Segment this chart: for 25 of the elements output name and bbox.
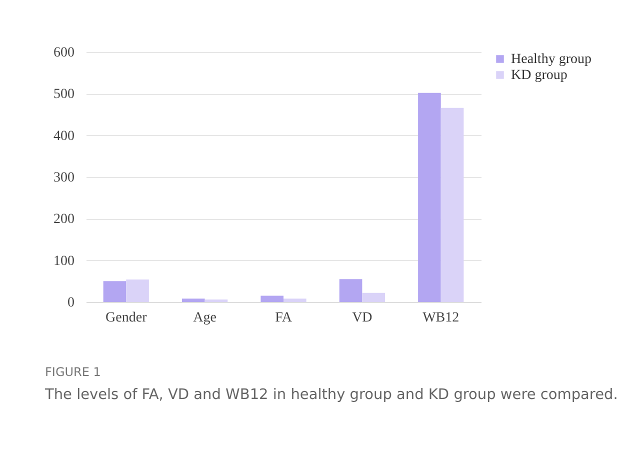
- y-tick-label: 0: [68, 296, 74, 310]
- bar: [260, 296, 284, 302]
- y-tick-label: 600: [54, 46, 74, 60]
- y-tick-label: 100: [54, 254, 74, 269]
- x-tick-label: Gender: [106, 310, 148, 326]
- bar: [362, 292, 386, 302]
- bar: [103, 281, 126, 302]
- x-tick-label: VD: [352, 310, 372, 326]
- bar: [182, 298, 205, 302]
- y-tick-label: 500: [54, 87, 74, 102]
- x-tick-label: WB12: [422, 310, 460, 326]
- legend-label: KD group: [511, 68, 568, 83]
- y-tick-label: 300: [54, 170, 74, 186]
- bar: [440, 108, 464, 302]
- x-tick-label: FA: [275, 310, 293, 326]
- bar: [339, 279, 362, 302]
- bar: [418, 92, 441, 302]
- bar: [284, 298, 306, 302]
- x-tick-label: Age: [193, 310, 216, 326]
- text: The levels of FA, VD and WB12 in healthy group and KD group were compared.: [45, 386, 619, 405]
- y-tick-label: 400: [54, 128, 74, 144]
- y-tick-label: 200: [54, 212, 74, 228]
- bar: [126, 280, 149, 302]
- legend-label: Healthy group: [511, 52, 592, 67]
- text: FIGURE 1: [45, 365, 101, 379]
